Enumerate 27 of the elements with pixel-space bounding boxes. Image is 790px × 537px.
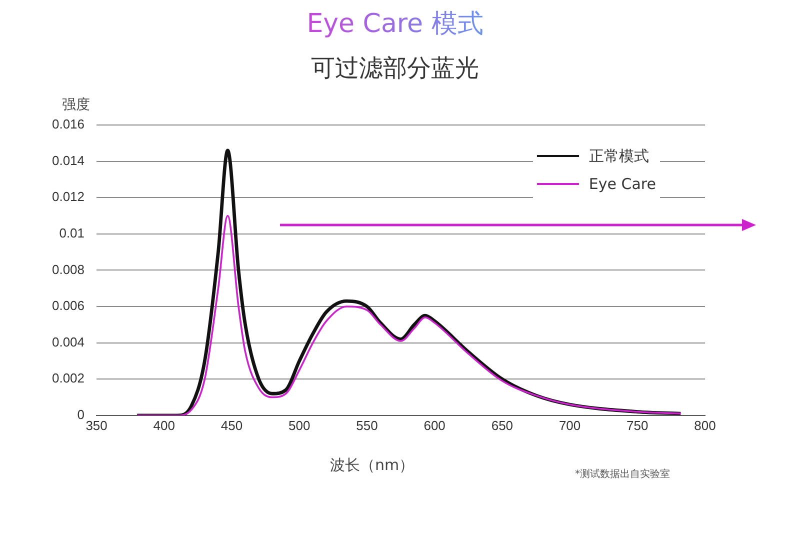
x-tick-label: 500 bbox=[288, 418, 310, 433]
x-tick-label: 750 bbox=[626, 418, 648, 433]
y-tick-label: 0.002 bbox=[52, 370, 85, 386]
x-tick-label: 700 bbox=[558, 418, 581, 433]
y-axis-title: 强度 bbox=[62, 96, 90, 114]
y-tick-label: 0.01 bbox=[59, 225, 85, 240]
x-tick-label: 650 bbox=[491, 418, 514, 433]
y-tick-label: 0.012 bbox=[52, 189, 85, 204]
y-tick-label: 0.014 bbox=[52, 152, 85, 168]
chart-subtitle: 可过滤部分蓝光 bbox=[310, 53, 480, 84]
x-tick-label: 450 bbox=[220, 418, 243, 433]
x-tick-label: 600 bbox=[424, 418, 446, 433]
x-axis-title: 波长（nm） bbox=[330, 456, 414, 475]
x-tick-label: 550 bbox=[356, 418, 378, 433]
y-tick-label: 0.006 bbox=[52, 298, 85, 314]
text: *测试数据出自实验室 bbox=[575, 468, 670, 481]
y-tick-label: 0 bbox=[77, 406, 85, 422]
y-tick-label: 0.016 bbox=[52, 116, 85, 132]
chart-title: Eye Care 模式 bbox=[0, 6, 790, 41]
x-tick-label: 400 bbox=[153, 418, 175, 433]
legend-label: Eye Care bbox=[588, 175, 656, 193]
y-tick-label: 0.004 bbox=[52, 334, 85, 350]
y-tick-label: 0.008 bbox=[52, 262, 85, 277]
legend-label: 正常模式 bbox=[588, 146, 649, 166]
x-tick-label: 800 bbox=[694, 418, 716, 433]
x-tick-label: 350 bbox=[86, 418, 108, 433]
line-series bbox=[136, 214, 682, 416]
